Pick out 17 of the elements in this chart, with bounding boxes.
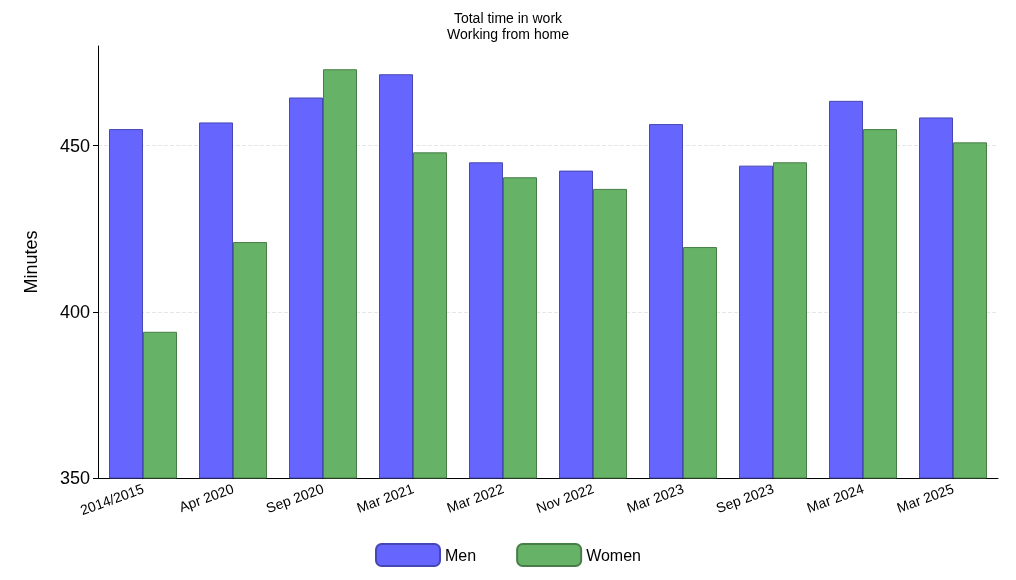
x-tick-label: Apr 2020 (176, 480, 236, 515)
chart-subtitle: Working from home (447, 26, 570, 42)
x-tick-label: Mar 2021 (354, 480, 416, 516)
x-tick-label: Mar 2023 (624, 480, 686, 516)
y-tick-label: 400 (59, 301, 90, 322)
legend-label: Men (445, 546, 477, 564)
x-tick-label: Sep 2020 (263, 480, 326, 517)
x-tick-label: Mar 2025 (894, 480, 956, 516)
y-tick-label: 350 (59, 468, 90, 488)
x-tick-label: Nov 2022 (533, 480, 596, 517)
x-tick-label: Mar 2024 (804, 480, 866, 516)
x-tick-label: Mar 2022 (444, 480, 506, 516)
legend-label: Women (586, 546, 641, 564)
y-tick-label: 450 (59, 135, 90, 156)
y-axis-title: Minutes (21, 230, 41, 294)
chart-title: Total time in work (453, 10, 564, 26)
x-tick-label: Sep 2023 (713, 480, 776, 517)
